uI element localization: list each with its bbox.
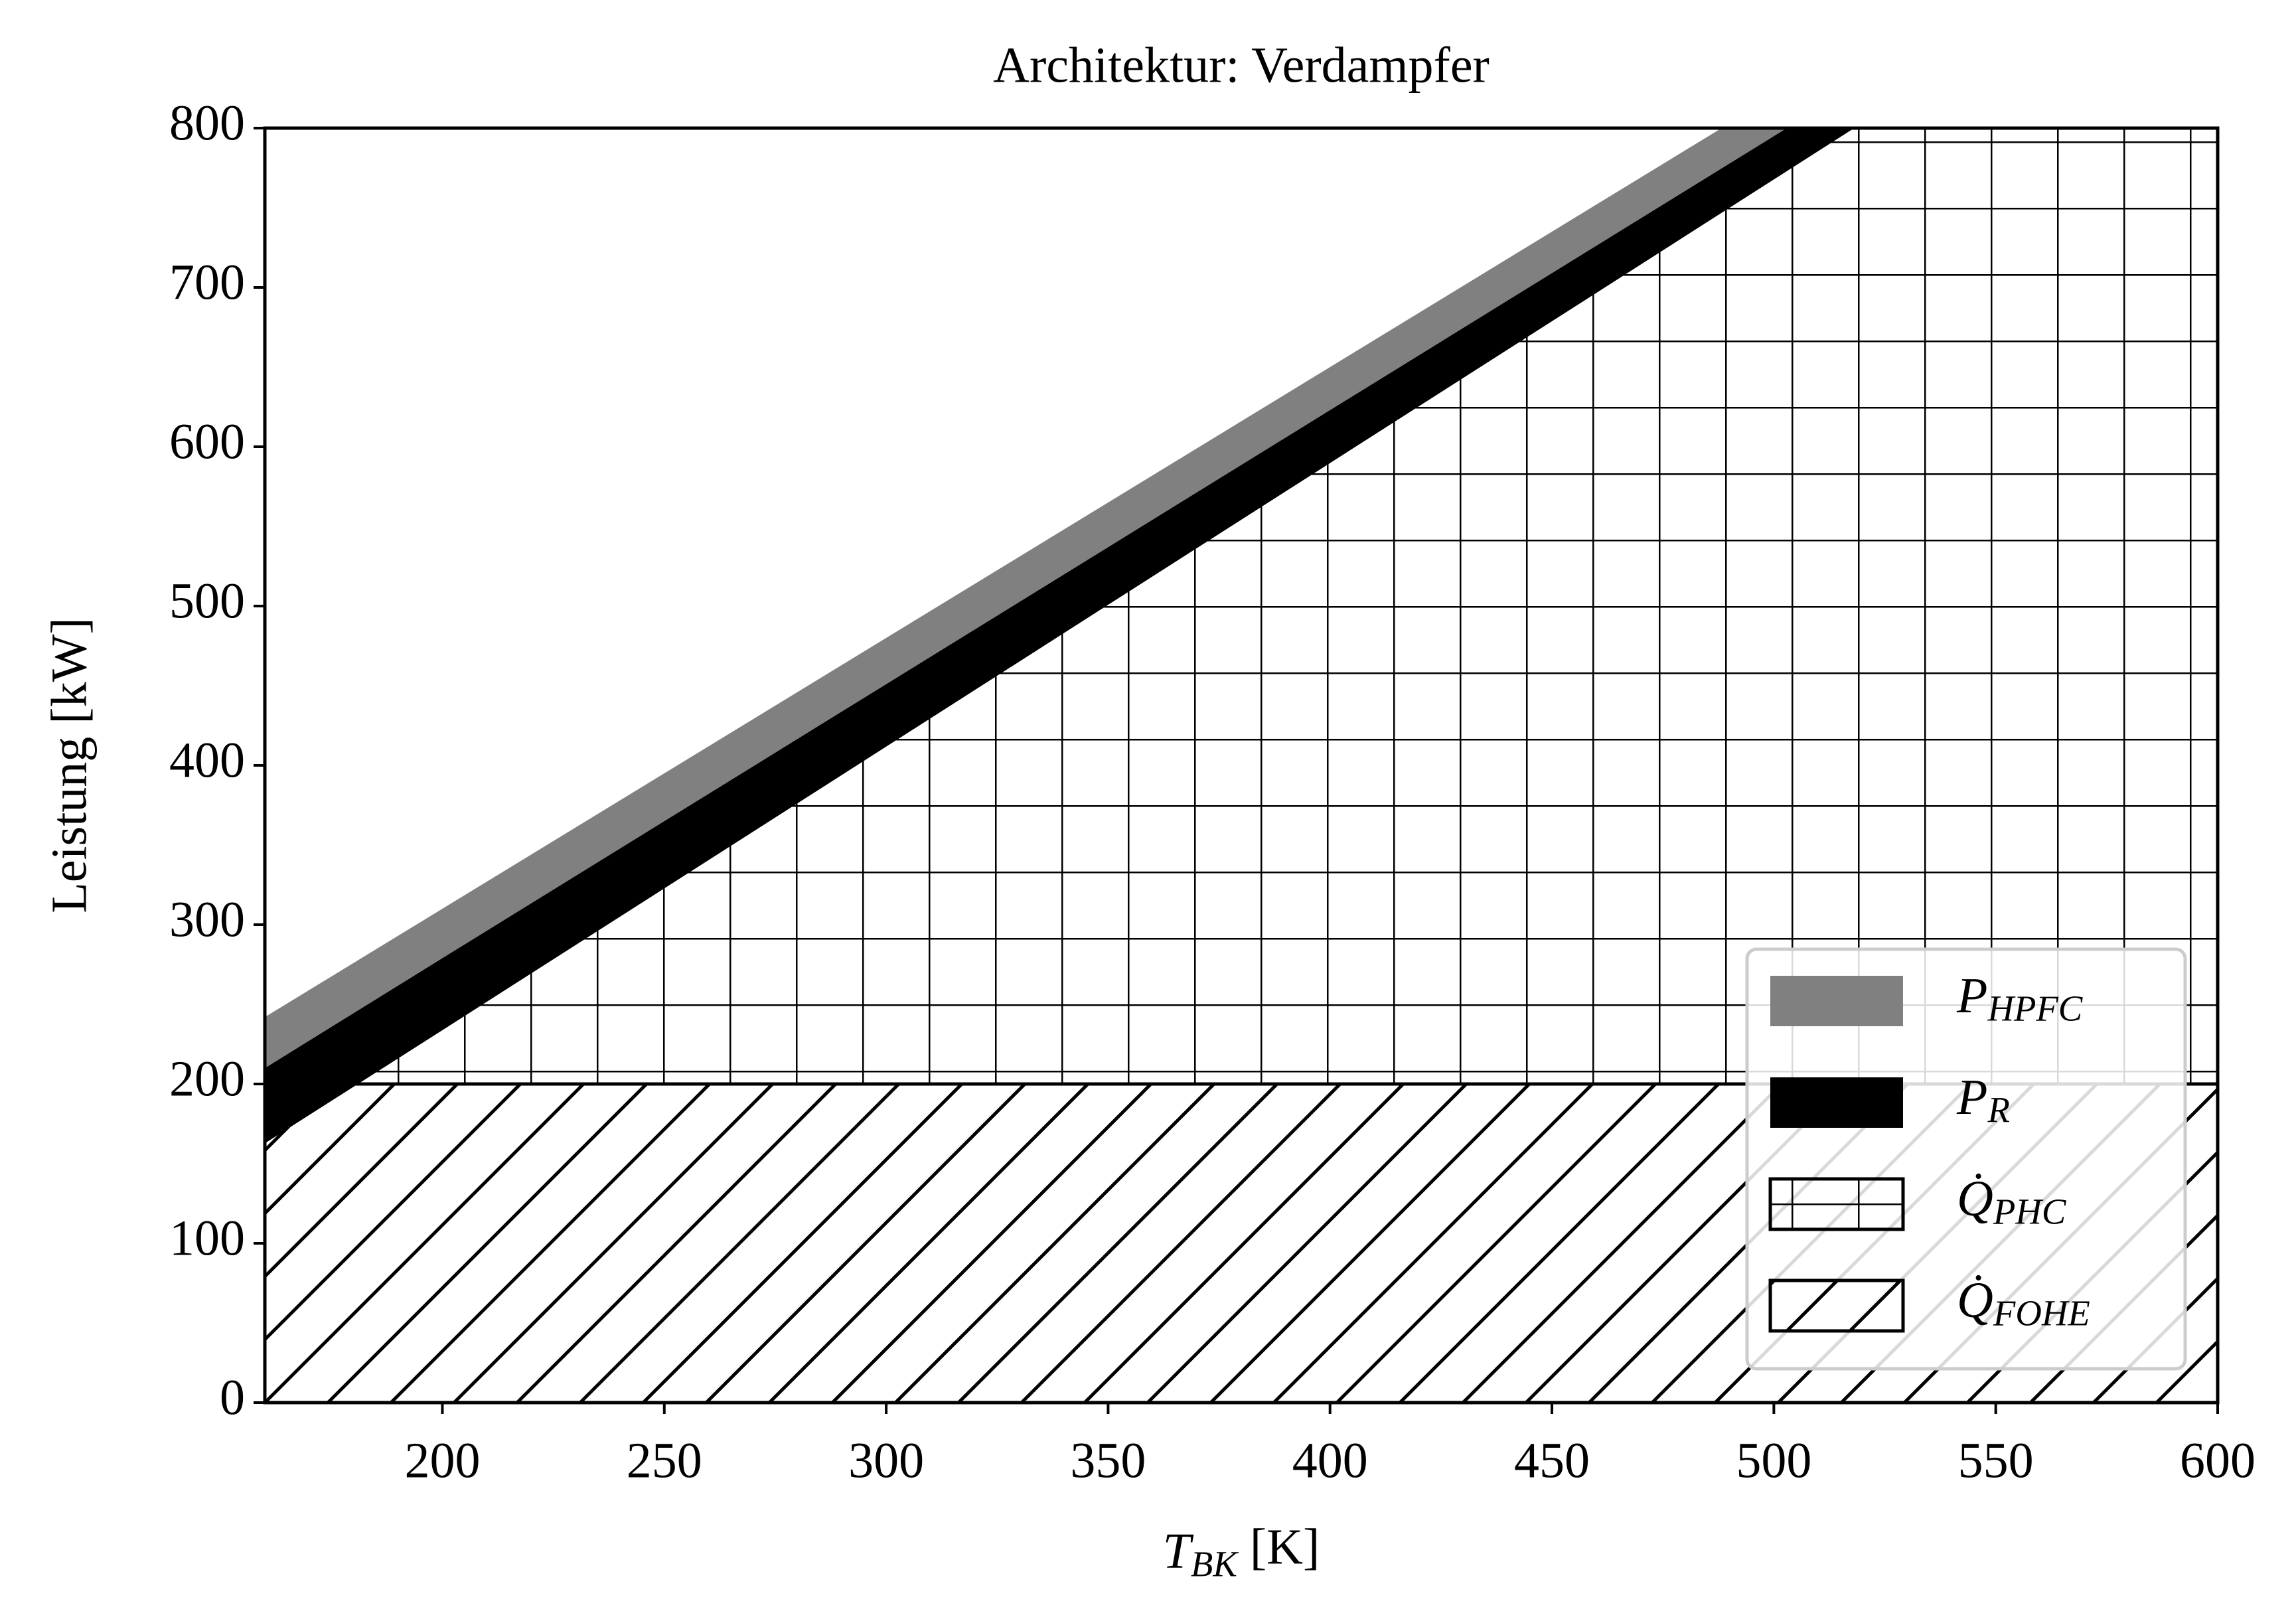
legend-swatch <box>1768 1177 1905 1231</box>
chart-title: Architektur: Verdampfer <box>993 37 1490 93</box>
area <box>265 128 1851 1142</box>
y-tick-label: 500 <box>169 573 245 629</box>
legend-label: PHPFC <box>1956 968 2083 1028</box>
x-tick-label: 400 <box>1292 1432 1368 1488</box>
plot-area <box>265 128 2218 1403</box>
y-tick-label: 0 <box>220 1369 245 1425</box>
y-tick-label: 300 <box>169 891 245 947</box>
legend-swatch <box>1768 1278 1905 1333</box>
y-axis-label: Leistung [kW] <box>41 617 97 913</box>
y-tick-label: 600 <box>169 414 245 469</box>
x-tick-label: 200 <box>404 1432 480 1488</box>
y-tick-label: 200 <box>169 1051 245 1107</box>
x-tick-label: 600 <box>2180 1432 2256 1488</box>
x-tick-label: 300 <box>848 1432 924 1488</box>
x-axis-label: TBK [K] <box>1163 1519 1320 1584</box>
legend-swatch <box>1770 1077 1903 1128</box>
y-tick-label: 800 <box>169 95 245 151</box>
legend-label: Q̇PHC <box>1957 1171 2066 1231</box>
y-tick-label: 400 <box>169 732 245 788</box>
legend-box <box>1745 947 2187 1371</box>
y-tick-label: 100 <box>169 1210 245 1266</box>
x-tick-label: 550 <box>1958 1432 2034 1488</box>
legend-label: PR <box>1956 1069 2010 1130</box>
x-tick-label: 350 <box>1070 1432 1146 1488</box>
y-tick-label: 700 <box>169 254 245 310</box>
x-tick-label: 500 <box>1736 1432 1811 1488</box>
x-tick-label: 250 <box>627 1432 702 1488</box>
legend-swatch <box>1770 976 1903 1026</box>
x-tick-label: 450 <box>1514 1432 1590 1488</box>
legend-label: Q̇FOHE <box>1957 1273 2090 1333</box>
